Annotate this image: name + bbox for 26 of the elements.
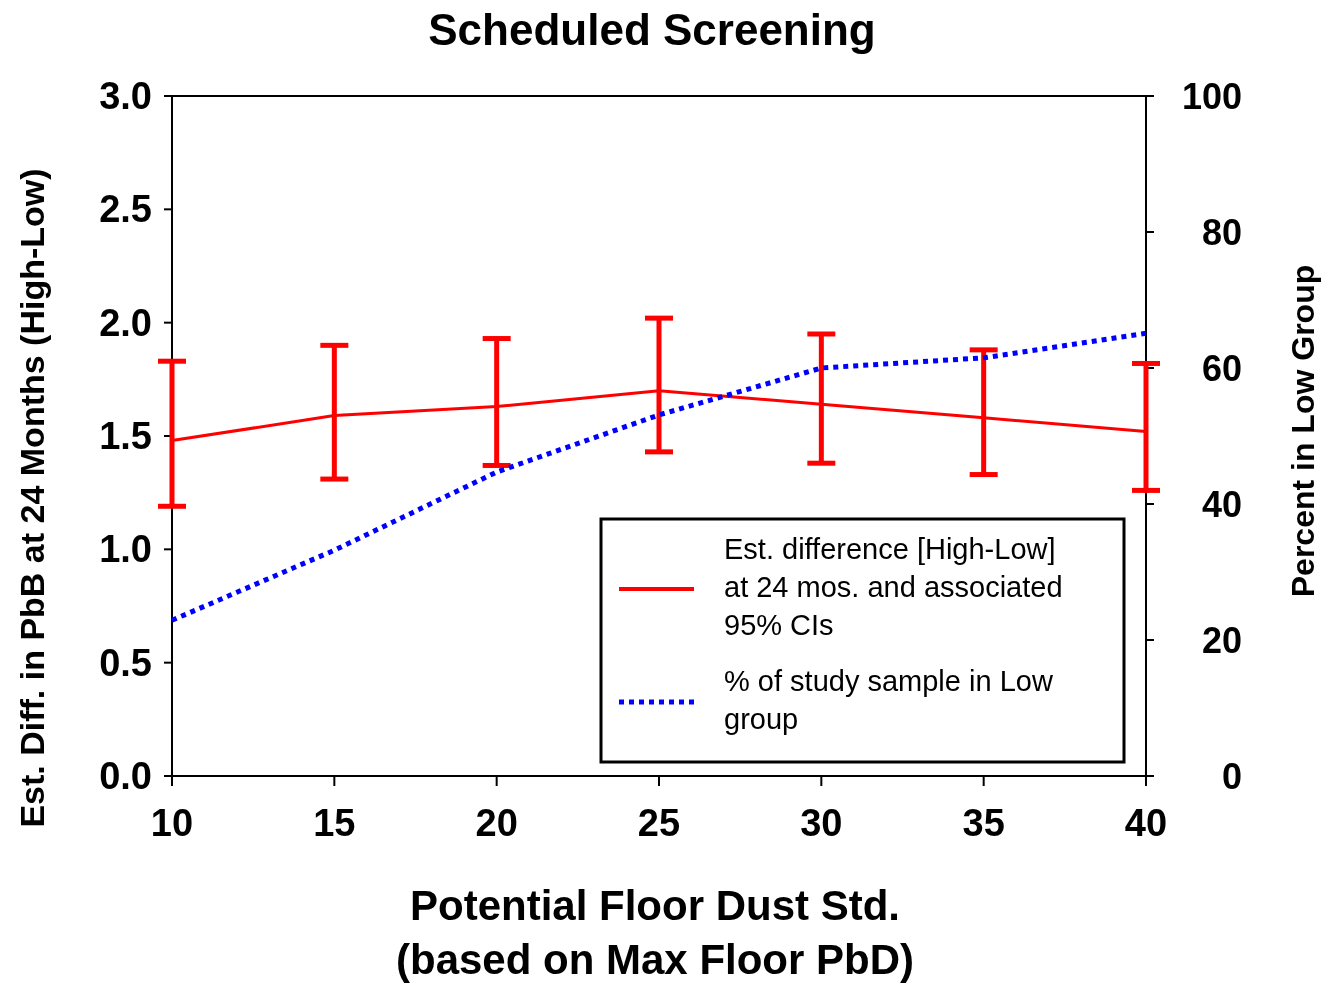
x-tick-label: 25 [637,802,681,844]
x-tick-label: 40 [1124,802,1168,844]
y2-tick-label: 80 [1201,212,1242,253]
chart-title: Scheduled Screening [428,5,876,54]
x-axis-title: Potential Floor Dust Std. (based on Max Floor PbD) [395,882,915,983]
y2-tick-label: 40 [1201,484,1242,525]
legend-label: Est. difference [High-Low] at 24 mos. and associated 95% CIs [724,533,1063,641]
y-axis-title: Est. Diff. in PbB at 24 Months (High-Low) [13,168,51,828]
y-tick-label: 3.0 [99,75,152,117]
y-tick-label: 1.0 [99,528,152,571]
y2-tick-label: 60 [1201,348,1242,389]
y-tick-label: 2.0 [99,301,152,344]
y-tick-label: 0.0 [99,755,152,797]
y2-tick-label: 0 [1221,756,1242,797]
x-tick-label: 35 [962,802,1005,844]
x-tick-label: 30 [800,802,843,844]
x-tick-label: 10 [150,802,194,844]
legend-label: % of study sample in Low group [724,665,1054,735]
y2-axis-title: Percent in Low Group [1285,264,1321,598]
y-tick-label: 2.5 [99,188,152,231]
y2-tick-label: 20 [1201,620,1242,661]
y-tick-label: 0.5 [99,641,152,684]
y-tick-label: 1.5 [99,415,152,457]
y2-tick-label: 100 [1181,76,1242,117]
x-tick-label: 20 [475,802,518,844]
x-tick-label: 15 [313,802,356,844]
